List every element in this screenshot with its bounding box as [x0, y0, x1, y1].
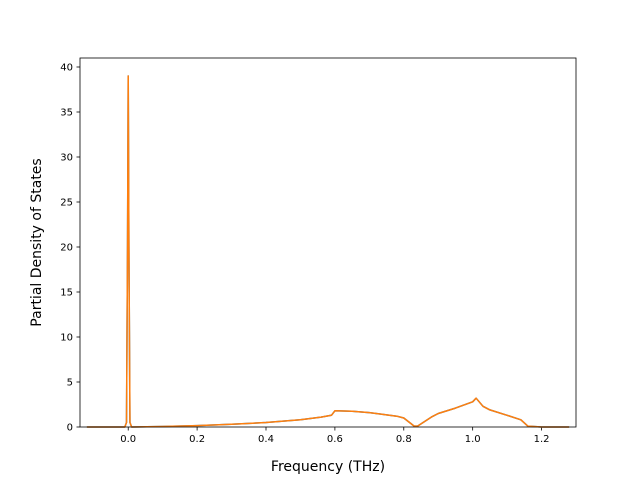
x-tick-label: 0.6 [327, 434, 343, 445]
x-tick-label: 0.0 [120, 434, 136, 445]
y-tick-label: 10 [60, 333, 73, 344]
plot-lines [86, 75, 570, 428]
y-tick-label: 5 [67, 378, 73, 389]
y-tick-label: 20 [60, 243, 73, 254]
series-line-1 [86, 75, 570, 428]
series-line-2 [86, 75, 570, 428]
x-tick-label: 1.2 [534, 434, 550, 445]
y-axis-title: Partial Density of States [29, 158, 45, 326]
x-tick-label: 0.2 [189, 434, 205, 445]
y-tick-label: 30 [60, 153, 73, 164]
y-tick-label: 15 [60, 288, 73, 299]
x-axis-title: Frequency (THz) [271, 459, 385, 475]
y-tick-label: 0 [67, 423, 73, 434]
plot-frame [79, 57, 577, 428]
y-tick-label: 35 [60, 108, 73, 119]
y-tick-label: 25 [60, 198, 73, 209]
x-tick-label: 0.8 [396, 434, 412, 445]
x-tick-label: 0.4 [258, 434, 274, 445]
y-axis-ticks: 0 5 10 15 20 25 30 35 40 [60, 63, 80, 434]
x-axis-ticks: 0.0 0.2 0.4 0.6 0.8 1.0 1.2 [120, 427, 550, 445]
x-tick-label: 1.0 [465, 434, 481, 445]
y-tick-label: 40 [60, 63, 73, 74]
